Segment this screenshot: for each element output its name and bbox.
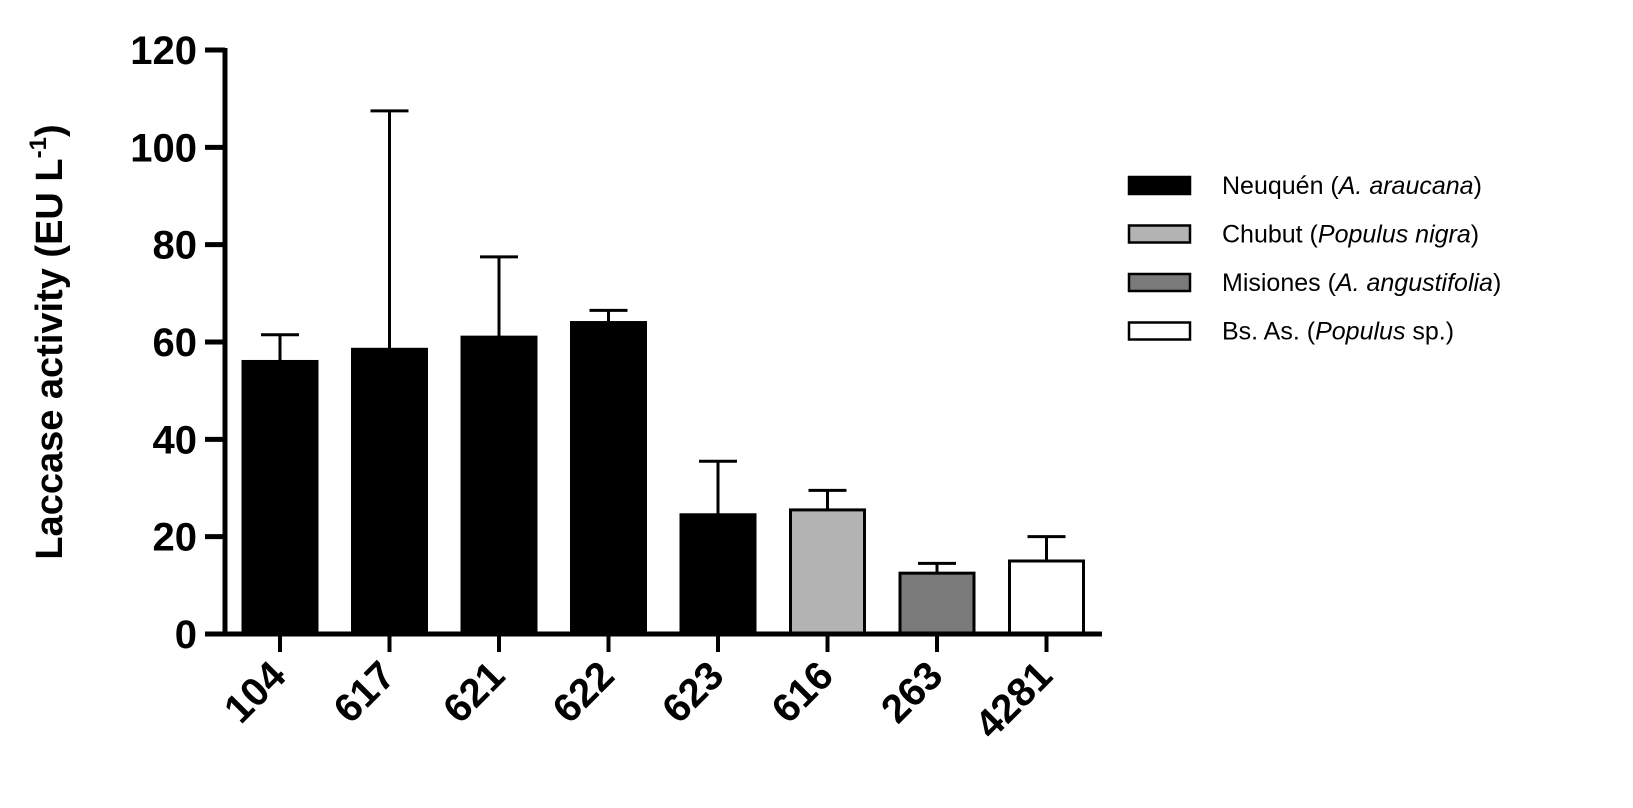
x-tick-label: 263 (873, 653, 951, 731)
y-tick-label: 100 (130, 126, 197, 170)
error-bars (261, 109, 1066, 574)
y-axis-title: Laccase activity (EU L-1) (25, 124, 71, 559)
x-tick-label: 622 (545, 653, 623, 731)
bar-4281 (1008, 559, 1085, 636)
y-tick-label: 20 (153, 516, 198, 560)
x-tick-label: 104 (216, 653, 295, 732)
x-tick-label: 4281 (967, 653, 1061, 747)
legend: Neuquén (A. araucana) Chubut (Populus nig… (1127, 172, 1501, 346)
y-axis-ticks: 0 20 40 60 80 100 120 (130, 29, 225, 657)
legend-label: Bs. As. (Populus sp.) (1222, 318, 1454, 346)
bars (241, 321, 1085, 636)
bar-616 (789, 508, 866, 636)
y-tick-label: 0 (175, 613, 197, 657)
legend-swatch (1127, 321, 1192, 341)
legend-label: Chubut (Populus nigra) (1222, 221, 1479, 249)
bar-621 (460, 335, 538, 636)
legend-swatch (1127, 175, 1192, 196)
legend-swatch (1127, 272, 1192, 293)
legend-swatch (1127, 224, 1192, 244)
x-tick-label: 616 (764, 653, 842, 731)
y-tick-label: 120 (130, 29, 197, 73)
legend-label: Neuquén (A. araucana) (1222, 172, 1482, 200)
x-tick-label: 617 (326, 653, 404, 731)
x-axis-ticks: 104 617 621 622 623 616 263 4281 (216, 634, 1061, 747)
y-tick-label: 60 (153, 321, 198, 365)
y-tick-label: 80 (153, 224, 198, 268)
bar-617 (351, 347, 428, 636)
x-tick-label: 623 (654, 653, 732, 731)
bar-104 (241, 359, 319, 636)
y-tick-label: 40 (153, 418, 198, 462)
bar-623 (679, 513, 757, 636)
bar-263 (898, 571, 976, 636)
x-tick-label: 621 (435, 653, 513, 731)
bar-622 (570, 321, 647, 636)
legend-label: Misiones (A. angustifolia) (1222, 269, 1501, 297)
